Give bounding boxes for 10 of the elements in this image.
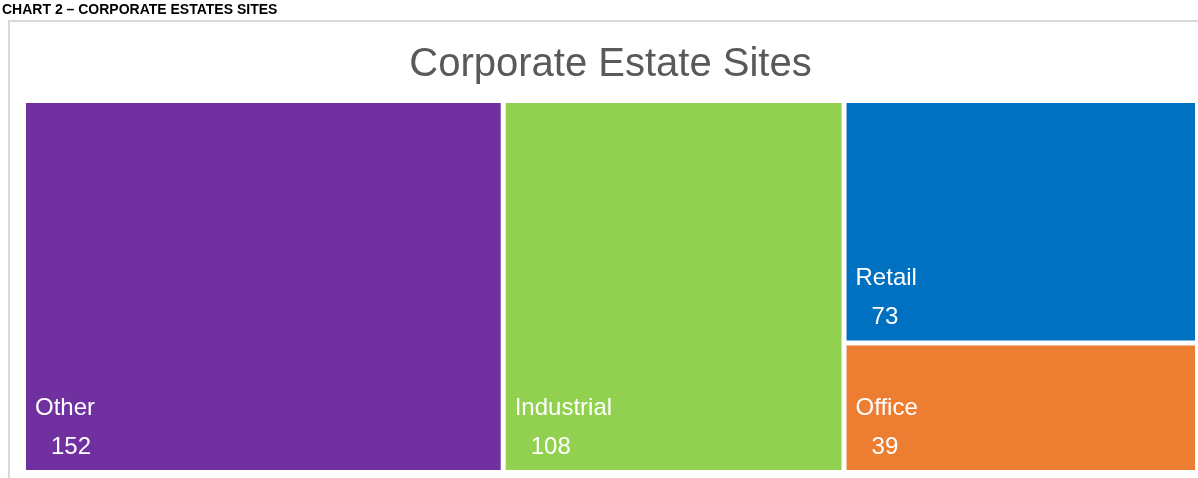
text: Corporate Estate Sites bbox=[409, 40, 812, 84]
data-label: 152 bbox=[51, 432, 92, 459]
category-label: Office bbox=[855, 393, 918, 420]
data-label: 39 bbox=[871, 432, 899, 459]
caption: CHART 2 – CORPORATE ESTATES SITES bbox=[2, 1, 278, 17]
data-label: 108 bbox=[530, 432, 571, 459]
data-label: 73 bbox=[871, 302, 899, 330]
category-label: Retail bbox=[855, 263, 917, 291]
category-label: Other bbox=[35, 393, 96, 420]
category-label: Industrial bbox=[514, 393, 613, 420]
